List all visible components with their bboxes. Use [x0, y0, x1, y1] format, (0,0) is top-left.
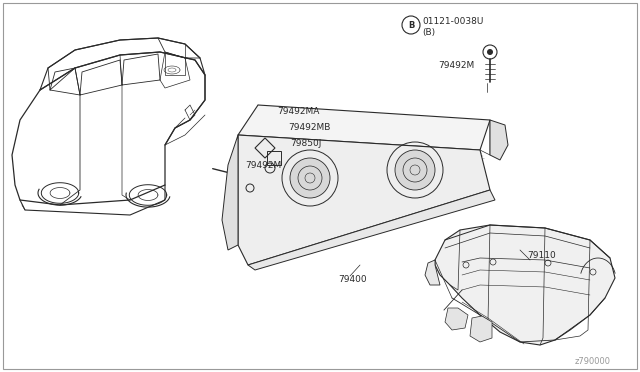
- Circle shape: [290, 158, 330, 198]
- Polygon shape: [238, 135, 490, 265]
- Text: (B): (B): [422, 29, 435, 38]
- Polygon shape: [445, 308, 468, 330]
- Text: 79492M: 79492M: [438, 61, 474, 70]
- Text: B: B: [408, 20, 414, 29]
- Circle shape: [395, 150, 435, 190]
- Text: 01121-0038U: 01121-0038U: [422, 17, 483, 26]
- Text: 79492MA: 79492MA: [277, 108, 319, 116]
- Polygon shape: [238, 105, 490, 150]
- Polygon shape: [435, 225, 615, 345]
- Text: 79850J: 79850J: [290, 138, 321, 148]
- Polygon shape: [470, 316, 492, 342]
- Text: 79400: 79400: [338, 276, 367, 285]
- Text: z790000: z790000: [575, 357, 611, 366]
- Text: 79110: 79110: [527, 250, 556, 260]
- Circle shape: [487, 49, 493, 55]
- Polygon shape: [490, 120, 508, 160]
- Text: 79492MB: 79492MB: [288, 124, 330, 132]
- Polygon shape: [248, 190, 495, 270]
- Polygon shape: [425, 260, 440, 285]
- Polygon shape: [222, 135, 238, 250]
- Text: 79492M: 79492M: [245, 160, 281, 170]
